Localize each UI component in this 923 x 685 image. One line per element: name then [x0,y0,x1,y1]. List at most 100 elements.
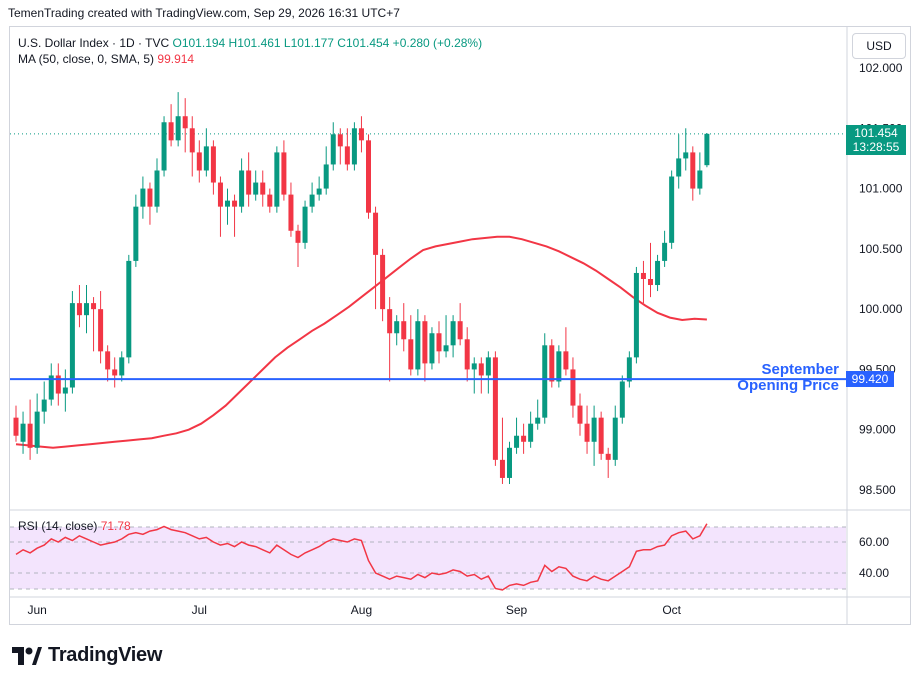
last-price-badge: 101.454 13:28:55 [846,125,906,155]
candle-body [260,182,266,195]
price-tick-label: 100.500 [859,242,903,256]
candle [84,285,89,334]
candle-body [366,140,371,213]
candle-body [443,345,449,352]
candle-body [69,303,75,388]
candle [20,411,26,454]
candle [351,122,357,171]
candle [570,357,576,418]
candle-body [27,423,33,448]
tradingview-logo[interactable]: TradingView [12,644,162,667]
candle-body [514,435,520,448]
price-tick-label: 98.500 [859,483,896,497]
candle [161,116,167,177]
candle-body [196,152,202,171]
candle-body [55,375,61,394]
candle-body [436,333,442,352]
candle [443,315,449,358]
candle [105,345,111,382]
rsi-layer [15,523,708,591]
candle [366,134,371,219]
candle-body [182,116,188,129]
time-tick-label: Oct [662,603,681,617]
candle-body [408,339,414,370]
candle-body [267,194,273,207]
candle [415,309,421,376]
annotation-line-1: September [761,361,839,378]
candle [507,441,512,484]
ma-legend[interactable]: MA (50, close, 0, SMA, 5) 99.914 [18,52,194,66]
candle-body [344,146,350,165]
candle-body [401,321,407,340]
candle [48,363,54,406]
rsi-legend[interactable]: RSI (14, close) 71.78 [18,519,131,533]
candle [690,146,696,201]
candle-body [147,188,153,207]
candle-body [351,128,357,165]
candle [98,291,104,364]
candle-body [105,351,111,370]
candle-body [175,116,181,141]
candle [563,327,569,376]
candle-body [62,387,68,394]
candle [422,315,428,382]
candle-body [295,230,301,243]
candle [584,405,590,454]
price-tick-label: 101.000 [859,182,903,196]
candle-body [309,194,315,207]
candle [27,399,33,460]
candle [112,357,118,388]
candle [295,224,301,267]
candle-body [274,152,280,207]
candle [549,339,555,388]
candle [450,315,456,358]
candle [55,363,61,406]
candle [147,182,153,225]
candle-body [380,254,386,310]
tradingview-logo-icon [12,646,42,665]
candle [175,92,181,147]
candle-body [112,369,118,376]
rsi-label: RSI (14, close) [18,519,98,533]
candle [436,321,442,364]
candle [514,417,520,454]
candle [232,194,238,237]
symbol-legend[interactable]: U.S. Dollar Index · 1D · TVC O101.194 H1… [18,36,482,50]
candle [246,152,252,207]
candle [239,158,245,213]
candle-body [140,188,146,207]
candle [41,381,47,424]
rsi-tick-label: 40.00 [859,566,889,580]
candle [528,411,534,448]
candle-body [612,417,618,460]
candle-body [415,321,421,370]
candle-body [387,309,393,334]
candle-body [669,176,675,243]
currency-button[interactable]: USD [852,33,906,59]
candle [598,411,604,460]
candle-body [704,133,710,166]
candle [669,170,675,249]
candle-body [676,158,682,177]
candle-body [210,146,216,183]
candle [119,351,125,382]
candle [429,327,435,370]
candle [683,128,689,171]
candle [591,405,597,466]
price-tick-label: 102.000 [859,61,903,75]
candle [217,176,223,237]
candle [323,146,329,195]
candle [704,132,710,168]
candle-body [633,272,639,358]
candle-body [91,303,97,310]
ma-layer [15,235,707,449]
rsi-band [10,527,846,589]
candle-body [203,146,209,171]
candle [633,266,639,364]
candle-body [528,423,534,442]
candle-body [41,399,47,412]
time-tick-label: Aug [351,603,372,617]
tradingview-logo-text: TradingView [48,644,163,666]
candle [626,351,632,388]
